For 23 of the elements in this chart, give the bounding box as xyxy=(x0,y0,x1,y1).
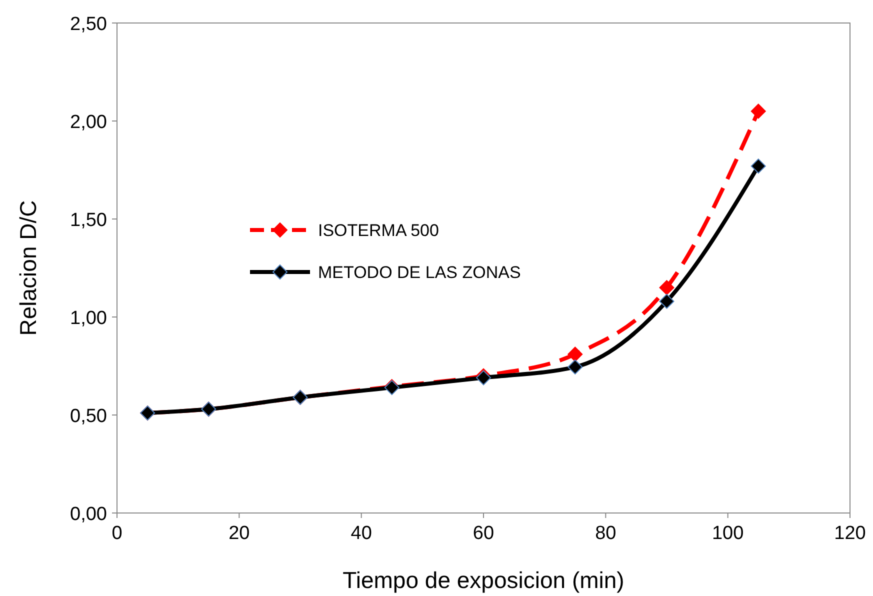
point xyxy=(659,294,674,309)
y-tick-label: 0,50 xyxy=(70,406,107,427)
legend-label: ISOTERMA 500 xyxy=(318,221,439,240)
y-tick-label: 2,50 xyxy=(70,14,107,35)
y-tick-label: 0,00 xyxy=(70,504,107,525)
x-tick-label: 80 xyxy=(595,523,616,544)
point xyxy=(568,359,583,374)
x-tick-label: 40 xyxy=(350,523,372,544)
y-axis-title: Relacion D/C xyxy=(15,200,41,336)
x-tick-label: 120 xyxy=(834,523,866,544)
y-tick-label: 2,00 xyxy=(70,112,107,133)
point xyxy=(659,280,674,296)
point xyxy=(568,346,583,362)
point xyxy=(750,104,766,119)
x-tick-label: 0 xyxy=(112,523,122,544)
x-tick-label: 60 xyxy=(472,523,494,544)
y-tick-label: 1,50 xyxy=(70,210,107,231)
y-tick-label: 1,00 xyxy=(70,308,107,329)
x-tick-label: 100 xyxy=(712,523,744,544)
point xyxy=(750,158,766,174)
x-tick-label: 20 xyxy=(228,523,250,544)
legend-label: METODO DE LAS ZONAS xyxy=(318,263,521,282)
x-axis-title: Tiempo de exposicion (min) xyxy=(342,567,624,593)
